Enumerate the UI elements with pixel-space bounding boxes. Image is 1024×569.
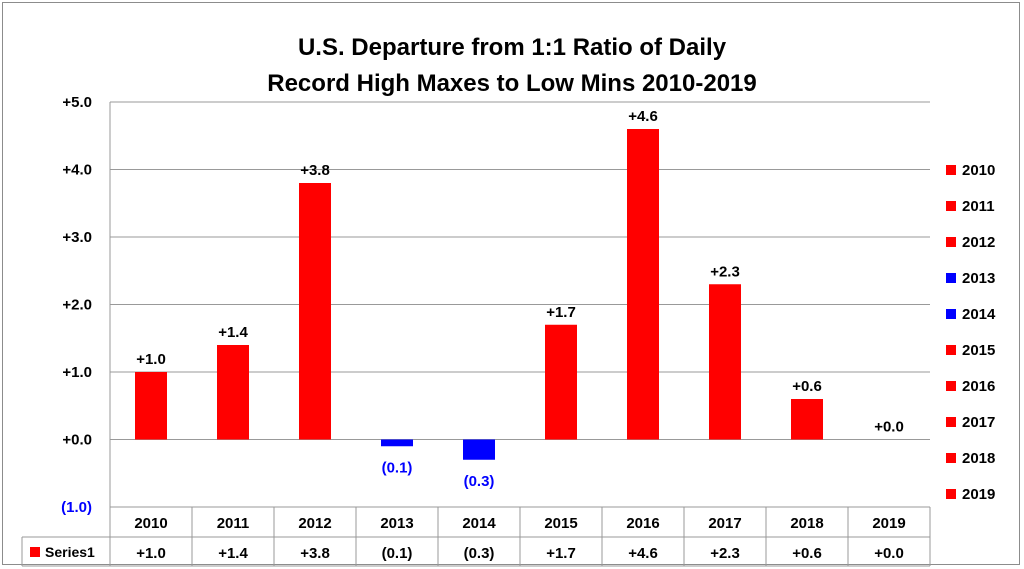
bar (709, 284, 741, 440)
bar (463, 439, 495, 460)
x-tick-label: 2019 (872, 515, 905, 532)
legend-swatch (946, 489, 956, 499)
table-value: +3.8 (300, 545, 330, 562)
table-value: +4.6 (628, 545, 658, 562)
legend-label: 2010 (962, 162, 995, 179)
table-series-name: Series1 (45, 544, 95, 560)
data-label: +1.0 (136, 351, 166, 368)
y-tick-label: +2.0 (62, 297, 92, 314)
y-tick-label: +4.0 (62, 162, 92, 179)
table-value: +1.7 (546, 545, 576, 562)
x-tick-label: 2014 (462, 515, 496, 532)
legend-swatch (946, 381, 956, 391)
x-tick-label: 2010 (134, 515, 167, 532)
legend-label: 2014 (962, 306, 996, 323)
legend-swatch (946, 273, 956, 283)
x-tick-label: 2013 (380, 515, 413, 532)
x-tick-label: 2016 (626, 515, 659, 532)
legend-label: 2016 (962, 378, 995, 395)
legend-label: 2018 (962, 450, 995, 467)
table-value: +1.0 (136, 545, 166, 562)
legend-label: 2012 (962, 234, 995, 251)
legend-swatch (946, 417, 956, 427)
legend-swatch (946, 165, 956, 175)
table-series-key (30, 547, 40, 557)
bars (135, 129, 823, 460)
legend-label: 2019 (962, 486, 995, 503)
gridlines (109, 101, 930, 508)
data-label: +3.8 (300, 162, 330, 179)
data-labels: +1.0 +1.4 +3.8 (0.1) (0.3) +1.7 +4.6 +2.3 +0.6 +0… (136, 108, 904, 490)
data-label: +1.7 (546, 304, 576, 321)
legend-label: 2017 (962, 414, 995, 431)
bar (135, 372, 167, 440)
chart-title-line-1: U.S. Departure from 1:1 Ratio of Daily (298, 34, 727, 61)
x-tick-label: 2011 (217, 515, 250, 532)
bar (627, 129, 659, 440)
x-tick-label: 2012 (298, 515, 331, 532)
legend-label: 2015 (962, 342, 995, 359)
bar (791, 399, 823, 440)
y-tick-label: (1.0) (61, 499, 92, 516)
bar (217, 345, 249, 440)
data-label: +0.0 (874, 419, 904, 436)
table-value: (0.1) (382, 545, 413, 562)
data-table: 2010 +1.0 2011 +1.4 2012 +3.8 2013 (0.1) 2014 (0.… (21, 506, 931, 567)
legend-swatch (946, 345, 956, 355)
y-tick-label: +0.0 (62, 432, 92, 449)
legend-swatch (946, 237, 956, 247)
table-value: (0.3) (464, 545, 495, 562)
bar (299, 183, 331, 440)
table-value: +0.6 (792, 545, 822, 562)
table-value: +0.0 (874, 545, 904, 562)
data-label: (0.1) (382, 459, 413, 476)
data-label: +0.6 (792, 378, 822, 395)
data-label: +1.4 (218, 324, 248, 341)
bar (545, 324, 577, 440)
legend-swatch (946, 201, 956, 211)
legend-swatch (946, 309, 956, 319)
legend-label: 2013 (962, 270, 995, 287)
legend-label: 2011 (962, 198, 995, 215)
data-label: (0.3) (464, 473, 495, 490)
data-label: +2.3 (710, 263, 740, 280)
chart-title-line-2: Record High Maxes to Low Mins 2010-2019 (267, 70, 756, 97)
y-tick-label: +1.0 (62, 364, 92, 381)
table-value: +2.3 (710, 545, 740, 562)
table-value: +1.4 (218, 545, 248, 562)
legend: 2010 2011 2012 2013 2014 2015 2016 2017 2018 2019 (946, 162, 996, 503)
y-axis: (1.0) +0.0 +1.0 +2.0 +3.0 +4.0 +5.0 (61, 94, 92, 516)
x-tick-label: 2018 (790, 515, 823, 532)
data-label: +4.6 (628, 108, 658, 125)
chart-title: U.S. Departure from 1:1 Ratio of Daily R… (267, 34, 756, 97)
x-tick-label: 2015 (544, 515, 577, 532)
y-tick-label: +5.0 (62, 94, 92, 111)
x-tick-label: 2017 (708, 515, 741, 532)
legend-swatch (946, 453, 956, 463)
y-tick-label: +3.0 (62, 229, 92, 246)
bar (381, 439, 413, 447)
